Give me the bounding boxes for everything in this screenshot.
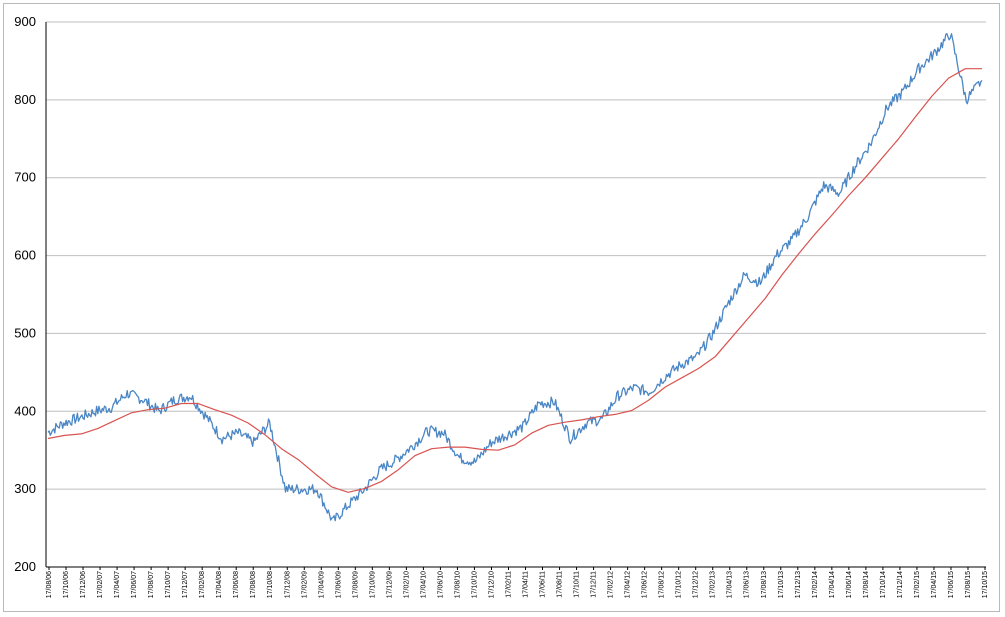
x-tick-label: 17/12/12 — [693, 571, 700, 598]
x-tick-label: 17/08/14 — [863, 571, 870, 598]
series-line-price — [47, 33, 983, 522]
x-tick-label: 17/08/08 — [250, 571, 257, 598]
x-tick-label: 17/08/11 — [557, 571, 564, 598]
x-tick-label: 17/06/08 — [233, 571, 240, 598]
x-tick-label: 17/10/12 — [676, 571, 683, 598]
y-tick-label: 500 — [14, 325, 36, 340]
x-tick-label: 17/04/10 — [420, 571, 427, 598]
x-tick-label: 17/04/15 — [931, 571, 938, 598]
x-tick-label: 17/10/10 — [471, 571, 478, 598]
x-tick-label: 17/08/10 — [454, 571, 461, 598]
chart-frame — [3, 3, 1000, 612]
y-axis: 200 300 400 500 600 700 800 900 — [14, 14, 47, 574]
y-tick-label: 900 — [14, 14, 36, 29]
x-tick-label: 17/04/11 — [523, 571, 530, 598]
y-tick-label: 700 — [14, 170, 36, 185]
x-tick-label: 17/06/07 — [131, 571, 138, 598]
x-tick-label: 17/06/15 — [948, 571, 955, 598]
x-tick-label: 17/12/06 — [80, 571, 87, 598]
x-tick-label: 17/04/12 — [625, 571, 632, 598]
x-tick-label: 17/06/09 — [335, 571, 342, 598]
x-tick-label: 17/02/10 — [403, 571, 410, 598]
x-tick-label: 17/12/13 — [795, 571, 802, 598]
x-tick-label: 17/04/08 — [216, 571, 223, 598]
x-tick-label: 17/10/08 — [267, 571, 274, 598]
x-tick-label: 17/10/07 — [165, 571, 172, 598]
x-tick-label: 17/04/14 — [829, 571, 836, 598]
x-tick-label: 17/10/09 — [369, 571, 376, 598]
x-tick-label: 17/12/14 — [897, 571, 904, 598]
gridlines — [46, 21, 986, 490]
x-tick-label: 17/12/07 — [182, 571, 189, 598]
x-tick-label: 17/02/13 — [710, 571, 717, 598]
y-tick-label: 300 — [14, 481, 36, 496]
x-tick-label: 17/02/14 — [812, 571, 819, 598]
x-tick-label: 17/04/13 — [727, 571, 734, 598]
x-tick-label: 17/12/09 — [386, 571, 393, 598]
x-tick-label: 17/10/13 — [778, 571, 785, 598]
x-tick-label: 17/04/09 — [318, 571, 325, 598]
x-tick-label: 17/08/09 — [352, 571, 359, 598]
y-tick-label: 400 — [14, 403, 36, 418]
x-tick-label: 17/12/10 — [488, 571, 495, 598]
x-tick-label: 17/12/11 — [591, 571, 598, 598]
series-lines — [47, 33, 983, 522]
y-tick-label: 600 — [14, 248, 36, 263]
x-tick-label: 17/06/14 — [846, 571, 853, 598]
x-tick-label: 17/02/09 — [301, 571, 308, 598]
x-axis: 17/08/06 17/10/06 17/12/06 17/02/07 17/04/07… — [46, 566, 989, 598]
x-tick-label: 17/02/12 — [608, 571, 615, 598]
x-tick-label: 17/06/13 — [744, 571, 751, 598]
x-tick-label: 17/06/10 — [437, 571, 444, 598]
x-tick-label: 17/10/14 — [880, 571, 887, 598]
x-tick-label: 17/12/08 — [284, 571, 291, 598]
x-tick-label: 17/06/11 — [540, 571, 547, 598]
x-tick-label: 17/06/12 — [642, 571, 649, 598]
x-tick-label: 17/02/15 — [914, 571, 921, 598]
x-tick-label: 17/10/15 — [982, 571, 989, 598]
x-tick-label: 17/02/07 — [97, 571, 104, 598]
x-tick-label: 17/08/15 — [965, 571, 972, 598]
y-tick-label: 200 — [14, 559, 36, 574]
y-tick-label: 800 — [14, 92, 36, 107]
x-tick-label: 17/08/06 — [46, 571, 53, 598]
x-tick-label: 17/04/07 — [114, 571, 121, 598]
x-tick-label: 17/10/06 — [63, 571, 70, 598]
x-tick-label: 17/02/11 — [505, 571, 512, 598]
x-tick-label: 17/08/12 — [659, 571, 666, 598]
series-line-moving-average — [47, 68, 982, 493]
x-tick-label: 17/08/07 — [148, 571, 155, 598]
x-tick-label: 17/08/13 — [761, 571, 768, 598]
x-tick-label: 17/10/11 — [574, 571, 581, 598]
x-tick-label: 17/02/08 — [199, 571, 206, 598]
